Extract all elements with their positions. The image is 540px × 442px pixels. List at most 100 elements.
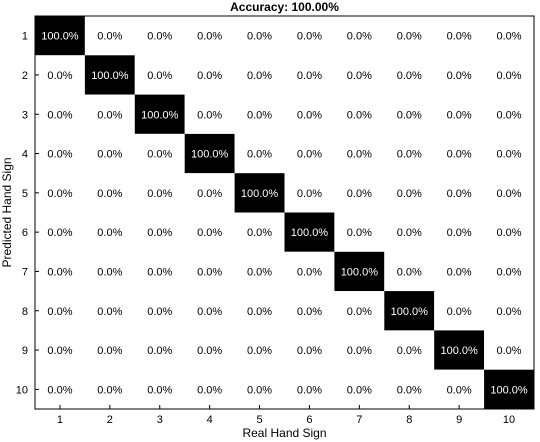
heatmap-cell: [284, 369, 335, 409]
heatmap-cell: [134, 291, 185, 331]
heatmap-cell: [434, 55, 485, 95]
y-tick-label: 5: [22, 188, 28, 200]
cell-label: 0.0%: [97, 149, 122, 161]
heatmap-cell: [184, 133, 235, 174]
cell-label: 0.0%: [197, 345, 222, 357]
heatmap-cell: [484, 173, 534, 213]
cell-label: 0.0%: [297, 188, 322, 200]
x-tick-label: 3: [157, 414, 163, 426]
cell-label: 0.0%: [247, 384, 272, 396]
heatmap-cell: [35, 173, 85, 213]
heatmap-cell: [134, 55, 185, 95]
cell-label: 0.0%: [147, 266, 172, 278]
cell-label: 0.0%: [97, 227, 122, 239]
heatmap-cell: [84, 251, 135, 292]
heatmap-cell: [234, 330, 285, 370]
x-tick-label: 1: [57, 414, 63, 426]
cell-label: 0.0%: [247, 227, 272, 239]
cell-label: 0.0%: [197, 188, 222, 200]
cell-label: 0.0%: [297, 384, 322, 396]
cell-label: 0.0%: [497, 109, 522, 121]
cell-label: 0.0%: [147, 149, 172, 161]
cell-label: 0.0%: [397, 384, 422, 396]
heatmap-cell: [334, 330, 385, 370]
cell-label: 0.0%: [247, 31, 272, 43]
heatmap-cell: [134, 212, 185, 252]
cell-label: 0.0%: [47, 306, 72, 318]
cell-label: 0.0%: [97, 31, 122, 43]
cell-label: 0.0%: [97, 384, 122, 396]
heatmap-cell: [484, 94, 534, 134]
cell-label: 0.0%: [147, 31, 172, 43]
heatmap-cell: [284, 94, 335, 134]
cell-label: 0.0%: [497, 306, 522, 318]
cell-label: 0.0%: [447, 227, 472, 239]
heatmap-cell: [84, 212, 135, 252]
heatmap-cell: [334, 173, 385, 213]
heatmap-cell: [84, 330, 135, 370]
heatmap-cell: [84, 55, 135, 95]
heatmap-cell: [84, 291, 135, 331]
cell-label: 0.0%: [447, 149, 472, 161]
heatmap-cell: [35, 251, 85, 292]
heatmap-cell: [334, 133, 385, 174]
cell-label: 0.0%: [397, 109, 422, 121]
cell-label: 0.0%: [397, 31, 422, 43]
y-tick-label: 9: [22, 345, 28, 357]
heatmap-cell: [434, 16, 485, 56]
cell-label: 0.0%: [347, 306, 372, 318]
cell-label: 0.0%: [97, 109, 122, 121]
x-tick-label: 4: [207, 414, 213, 426]
cell-label: 0.0%: [347, 70, 372, 82]
y-tick-label: 6: [22, 227, 28, 239]
heatmap-cell: [334, 291, 385, 331]
cell-label: 0.0%: [197, 109, 222, 121]
cell-label: 0.0%: [397, 227, 422, 239]
y-axis-label: Predicted Hand Sign: [0, 157, 14, 267]
cell-label: 0.0%: [297, 345, 322, 357]
cell-label: 0.0%: [497, 31, 522, 43]
y-tick-label: 3: [22, 109, 28, 121]
heatmap-cell: [234, 133, 285, 174]
heatmap-cell: [35, 212, 85, 252]
cell-label: 0.0%: [447, 109, 472, 121]
y-tick-label: 7: [22, 266, 28, 278]
cell-label: 0.0%: [297, 109, 322, 121]
cell-label: 100.0%: [241, 188, 279, 200]
cell-label: 0.0%: [47, 266, 72, 278]
heatmap-cell: [384, 251, 435, 292]
cell-label: 100.0%: [91, 70, 129, 82]
cell-label: 0.0%: [497, 345, 522, 357]
cell-label: 0.0%: [247, 345, 272, 357]
heatmap-cell: [434, 212, 485, 252]
heatmap-cell: [334, 16, 385, 56]
heatmap-cell: [484, 55, 534, 95]
cell-label: 100.0%: [341, 266, 379, 278]
cell-label: 0.0%: [397, 70, 422, 82]
cell-label: 0.0%: [47, 227, 72, 239]
heatmap-cell: [234, 94, 285, 134]
heatmap-cell: [284, 212, 335, 252]
cell-label: 0.0%: [97, 266, 122, 278]
cell-label: 0.0%: [97, 188, 122, 200]
cell-label: 0.0%: [97, 306, 122, 318]
cell-label: 0.0%: [497, 149, 522, 161]
x-tick-label: 6: [306, 414, 312, 426]
heatmap-cell: [84, 173, 135, 213]
x-tick-label: 8: [406, 414, 412, 426]
heatmap-cell: [434, 330, 485, 370]
cell-label: 0.0%: [447, 306, 472, 318]
heatmap-cell: [434, 173, 485, 213]
heatmap-cell: [284, 251, 335, 292]
cell-label: 100.0%: [440, 345, 478, 357]
axis-ticks: 1 2 3 4 5 6 7 8 9 10 1 2 3 4 5 6 7 8 9 10: [16, 31, 515, 426]
cell-label: 0.0%: [497, 188, 522, 200]
cell-label: 0.0%: [447, 266, 472, 278]
cell-label: 0.0%: [247, 266, 272, 278]
heatmap-cell: [234, 55, 285, 95]
heatmap-cell: [234, 212, 285, 252]
heatmap-cell: [184, 94, 235, 134]
cell-label: 0.0%: [47, 384, 72, 396]
heatmap-cell: [284, 330, 335, 370]
